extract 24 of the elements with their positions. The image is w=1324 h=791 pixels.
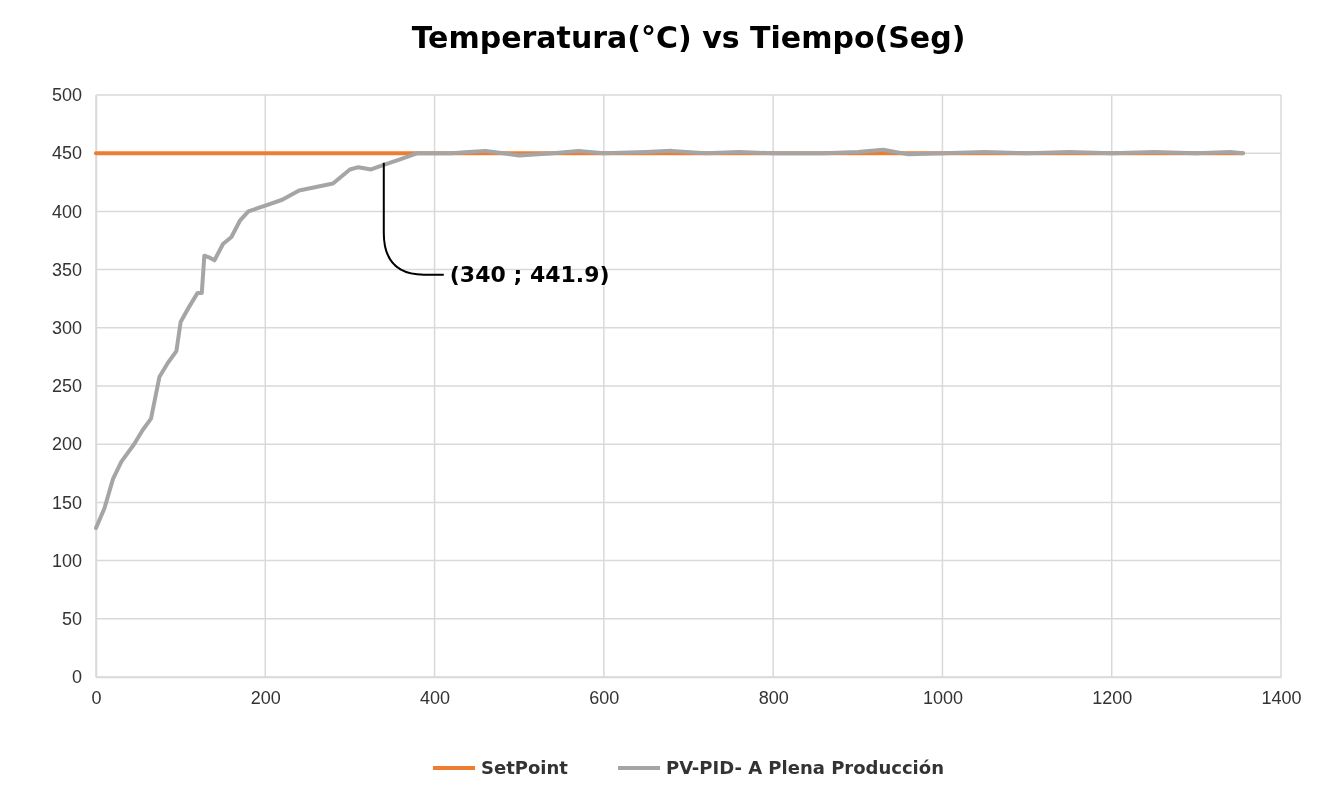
y-tick-label: 0 [71, 667, 82, 688]
x-tick-label: 1200 [1092, 687, 1133, 708]
y-tick-label: 150 [51, 492, 82, 513]
y-tick-label: 50 [61, 609, 82, 630]
y-tick-label: 250 [51, 376, 82, 397]
line-series [94, 147, 1245, 531]
y-tick-label: 200 [51, 434, 82, 455]
x-tick-label: 1000 [922, 687, 963, 708]
legend-label: SetPoint [481, 757, 569, 779]
x-tick-label: 800 [758, 687, 789, 708]
x-tick-label: 400 [420, 687, 451, 708]
x-tick-label: 0 [91, 687, 102, 708]
legend-label: PV-PID- A Plena Producción [665, 757, 944, 779]
y-tick-label: 300 [51, 318, 82, 339]
y-tick-label: 450 [51, 143, 82, 164]
x-tick-label: 1400 [1261, 687, 1302, 708]
y-tick-label: 500 [51, 85, 82, 106]
x-tick-label: 200 [250, 687, 281, 708]
annotation: (340 ; 441.9) [449, 262, 610, 288]
x-tick-label: 600 [589, 687, 620, 708]
y-tick-label: 350 [51, 259, 82, 280]
chart-title: Temperatura(°C) vs Tiempo(Seg) [411, 20, 966, 55]
y-tick-label: 100 [51, 550, 82, 571]
y-tick-label: 400 [51, 201, 82, 222]
